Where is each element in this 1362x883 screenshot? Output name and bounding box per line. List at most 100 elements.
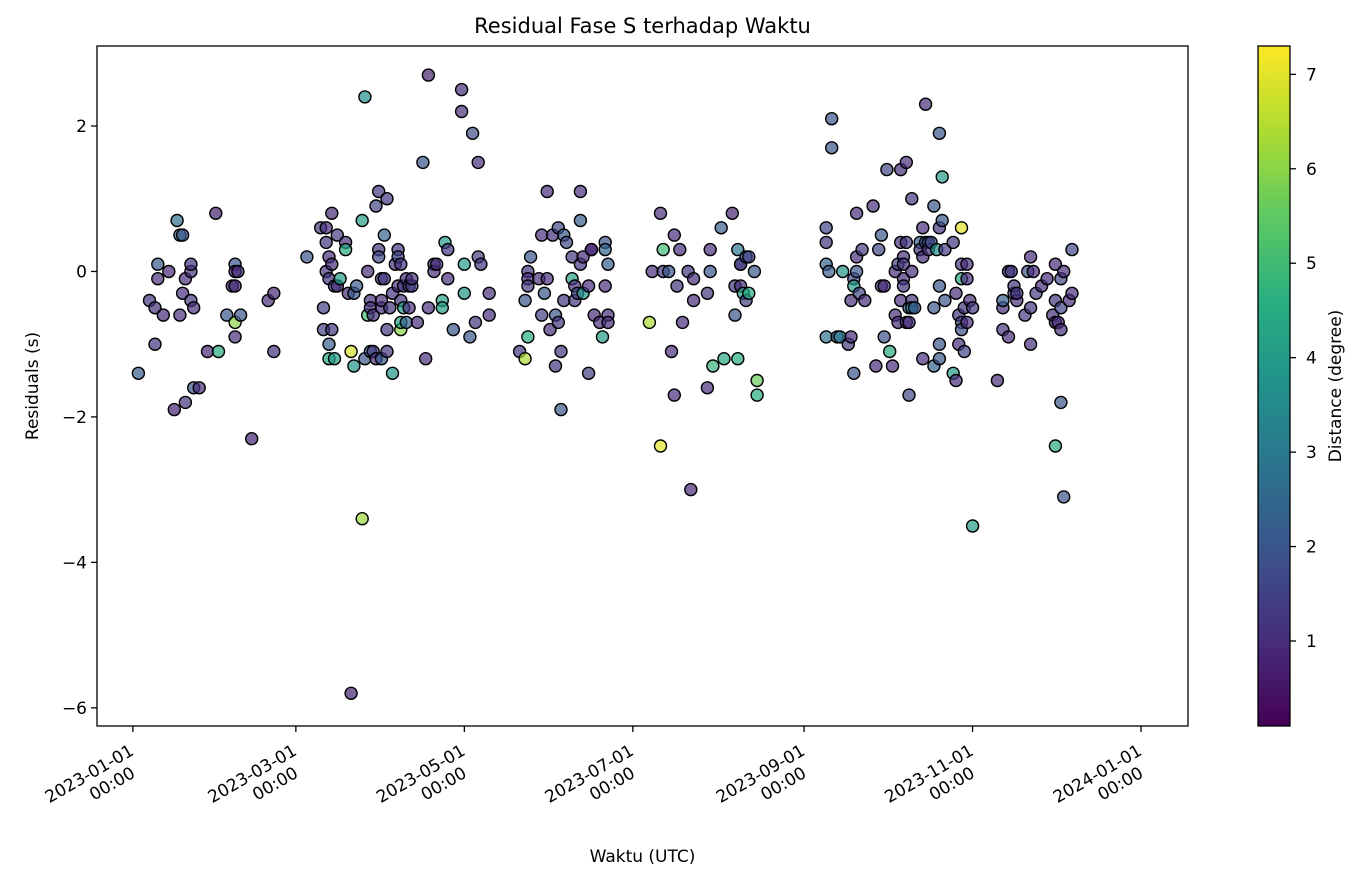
data-point (874, 228, 889, 242)
colorbar-ticks: 1 2 3 4 5 6 7 (1290, 65, 1317, 652)
data-point (877, 330, 891, 344)
data-point (714, 221, 728, 235)
data-point (1056, 264, 1071, 279)
data-point (731, 242, 745, 257)
y-tick-label: −2 (62, 408, 87, 428)
data-point (932, 279, 947, 293)
data-point (192, 381, 206, 395)
data-point (877, 279, 891, 293)
data-point (601, 257, 615, 271)
data-point (361, 264, 375, 279)
data-point (521, 279, 535, 293)
data-point (960, 315, 974, 330)
data-point (377, 228, 391, 242)
data-point (576, 250, 590, 264)
data-point (543, 322, 557, 337)
colorbar-tick-label: 6 (1306, 160, 1317, 180)
data-point (819, 330, 833, 344)
data-point (410, 315, 425, 330)
data-point (965, 519, 980, 533)
data-point (700, 381, 715, 395)
data-point (344, 686, 358, 700)
data-point (1023, 337, 1038, 351)
data-point (327, 352, 342, 366)
data-point (927, 301, 941, 315)
data-point (1054, 395, 1068, 410)
data-point (405, 272, 419, 286)
data-point (664, 344, 679, 359)
data-point (372, 250, 386, 264)
data-point (540, 184, 554, 199)
y-tick-label: 2 (76, 117, 87, 137)
y-tick-label: 0 (76, 262, 87, 282)
data-point (819, 221, 833, 235)
data-point (703, 242, 717, 257)
data-point (938, 242, 952, 257)
data-point (954, 221, 969, 235)
data-point (200, 344, 215, 359)
data-point (267, 286, 281, 300)
data-point (902, 315, 916, 330)
data-point (927, 199, 941, 213)
data-point (228, 330, 242, 344)
data-point (645, 264, 659, 279)
colorbar-tick-label: 1 (1306, 632, 1317, 652)
data-point (706, 359, 720, 373)
data-point (907, 301, 922, 315)
data-point (430, 257, 444, 271)
data-point (916, 352, 930, 366)
data-point (421, 68, 436, 82)
data-point (573, 184, 588, 199)
data-point (844, 330, 858, 344)
data-point (333, 272, 347, 286)
data-point (535, 308, 549, 322)
data-point (1023, 250, 1038, 264)
data-point (540, 272, 554, 286)
data-point (457, 257, 471, 271)
data-point (700, 286, 715, 300)
data-point (457, 286, 471, 300)
data-point (653, 439, 668, 453)
data-point (662, 264, 676, 279)
data-point (686, 293, 701, 308)
data-point (322, 337, 336, 351)
data-point (836, 264, 850, 279)
colorbar-tick-label: 3 (1306, 443, 1317, 463)
x-axis-label: Waktu (UTC) (590, 847, 696, 867)
y-axis-label: Residuals (s) (23, 332, 43, 440)
data-point (581, 366, 596, 380)
data-point (151, 272, 165, 286)
data-point (537, 286, 552, 300)
data-point (573, 213, 588, 228)
data-point (1054, 301, 1068, 315)
data-point (1010, 286, 1024, 300)
data-point (825, 111, 839, 126)
chart-title: Residual Fase S terhadap Waktu (474, 14, 811, 38)
data-point (380, 344, 394, 359)
data-point (667, 388, 681, 402)
data-point (598, 279, 612, 293)
data-point (178, 395, 193, 410)
data-point (186, 301, 201, 315)
data-point (228, 279, 242, 293)
data-point (849, 206, 864, 221)
data-point (523, 250, 538, 264)
data-point (642, 315, 657, 330)
data-point (319, 235, 333, 250)
data-point (819, 235, 833, 250)
data-point (866, 199, 880, 213)
data-point (872, 242, 886, 257)
data-point (330, 228, 344, 242)
data-point (463, 330, 477, 344)
data-point (1040, 272, 1054, 286)
data-point (482, 286, 496, 300)
data-point (902, 388, 916, 402)
data-point (316, 301, 331, 315)
data-point (162, 264, 176, 279)
data-point (747, 264, 762, 279)
data-point (358, 90, 372, 104)
data-point (750, 388, 764, 402)
data-point (960, 272, 974, 286)
